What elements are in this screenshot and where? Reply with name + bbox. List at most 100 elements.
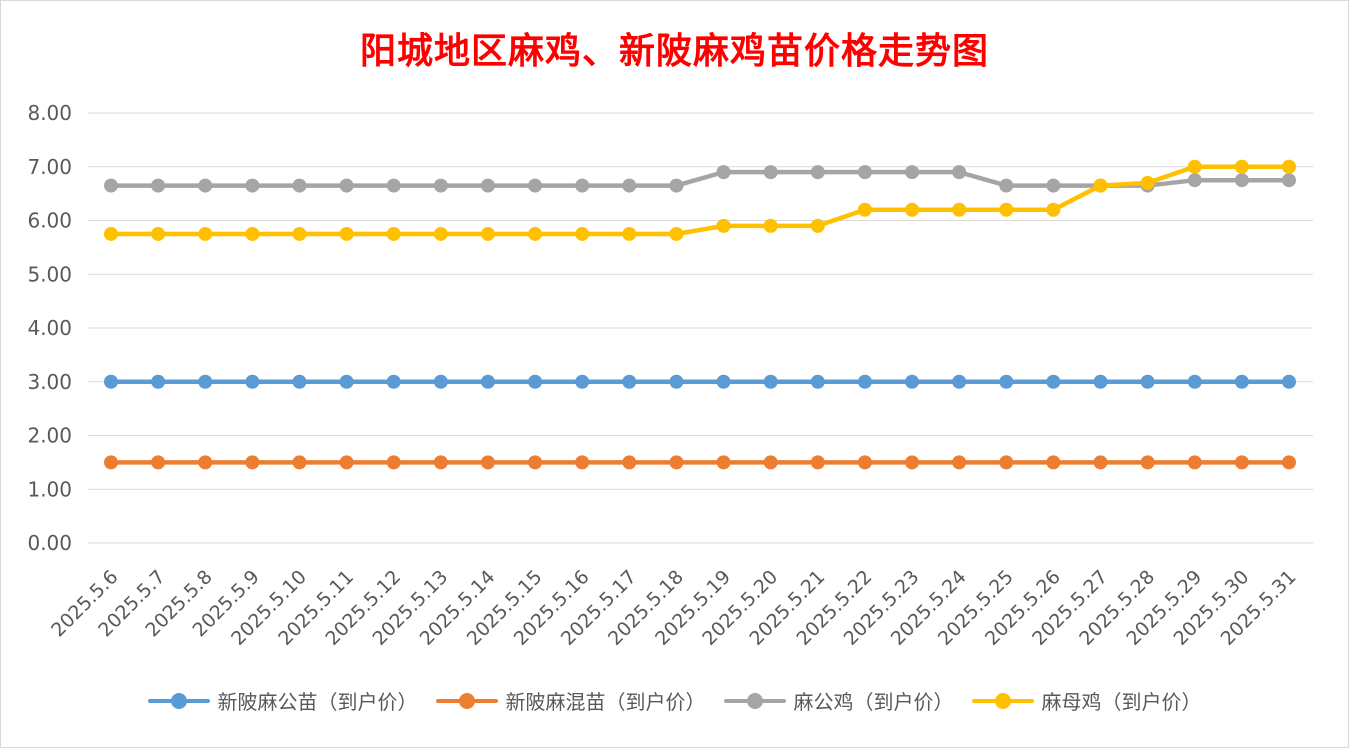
series-point-3 <box>528 226 543 241</box>
legend-item: 麻母鸡（到户价） <box>971 686 1202 715</box>
series-point-0 <box>999 374 1014 389</box>
series-point-3 <box>245 226 260 241</box>
series-point-1 <box>104 455 118 470</box>
chart-title: 阳城地区麻鸡、新陂麻鸡苗价格走势图 <box>359 30 989 72</box>
y-tick-label: 0.00 <box>27 531 72 555</box>
series-point-0 <box>669 374 684 389</box>
series-point-0 <box>1093 374 1108 389</box>
series-point-1 <box>575 455 590 470</box>
series-point-3 <box>857 202 872 217</box>
series-point-3 <box>480 226 495 241</box>
series-point-3 <box>810 218 825 233</box>
legend-item: 麻公鸡（到户价） <box>723 686 954 715</box>
series-point-0 <box>857 374 872 389</box>
series-point-3 <box>716 218 731 233</box>
series-point-3 <box>952 202 967 217</box>
series-point-3 <box>339 226 354 241</box>
series-point-0 <box>386 374 401 389</box>
series-point-1 <box>905 455 920 470</box>
series-point-2 <box>763 165 778 180</box>
y-tick-label: 2.00 <box>27 424 72 448</box>
series-point-1 <box>1093 455 1108 470</box>
y-tick-label: 5.00 <box>27 262 72 286</box>
series-point-3 <box>999 202 1014 217</box>
series-point-2 <box>386 178 401 193</box>
series-point-0 <box>1187 374 1202 389</box>
series-point-3 <box>292 226 307 241</box>
series-point-3 <box>622 226 637 241</box>
legend-swatch <box>435 691 498 711</box>
series-point-0 <box>763 374 778 389</box>
series-point-1 <box>1140 455 1155 470</box>
series-point-1 <box>151 455 166 470</box>
series-point-2 <box>292 178 307 193</box>
series-point-0 <box>528 374 543 389</box>
series-point-2 <box>622 178 637 193</box>
series-point-0 <box>575 374 590 389</box>
series-point-1 <box>1187 455 1202 470</box>
series-point-1 <box>339 455 354 470</box>
series-point-0 <box>1140 374 1155 389</box>
legend-label: 麻公鸡（到户价） <box>793 690 954 714</box>
series-point-3 <box>1093 178 1108 193</box>
series-point-2 <box>1046 178 1061 193</box>
series-point-2 <box>905 165 920 180</box>
series-point-2 <box>999 178 1014 193</box>
series-point-0 <box>339 374 354 389</box>
series-point-2 <box>480 178 495 193</box>
y-tick-label: 7.00 <box>27 155 72 179</box>
series-point-3 <box>198 226 213 241</box>
legend-label: 麻母鸡（到户价） <box>1041 690 1202 714</box>
series-point-1 <box>245 455 260 470</box>
y-tick-label: 1.00 <box>27 477 72 501</box>
series-point-1 <box>716 455 731 470</box>
series-point-1 <box>433 455 448 470</box>
series-point-0 <box>198 374 213 389</box>
series-point-1 <box>480 455 495 470</box>
series-point-2 <box>245 178 260 193</box>
series-point-0 <box>905 374 920 389</box>
series-point-2 <box>104 178 118 193</box>
series-point-1 <box>857 455 872 470</box>
series-point-3 <box>575 226 590 241</box>
legend-label: 新陂麻公苗（到户价） <box>217 690 418 714</box>
series-point-3 <box>1187 159 1202 174</box>
series-point-1 <box>198 455 213 470</box>
legend-item: 新陂麻公苗（到户价） <box>147 686 418 715</box>
series-point-0 <box>480 374 495 389</box>
series-point-0 <box>245 374 260 389</box>
series-point-0 <box>151 374 166 389</box>
legend-swatch <box>723 691 786 711</box>
chart-legend: 新陂麻公苗（到户价） 新陂麻混苗（到户价） 麻公鸡（到户价） 麻母鸡（到户价） <box>0 686 1349 715</box>
series-point-3 <box>669 226 684 241</box>
series-point-1 <box>528 455 543 470</box>
series-point-3 <box>104 226 118 241</box>
series-point-0 <box>292 374 307 389</box>
series-point-0 <box>1234 374 1249 389</box>
series-point-2 <box>716 165 731 180</box>
series-point-1 <box>669 455 684 470</box>
series-point-3 <box>1282 159 1296 174</box>
series-point-1 <box>1282 455 1296 470</box>
series-point-1 <box>292 455 307 470</box>
series-point-0 <box>1282 374 1296 389</box>
series-point-1 <box>999 455 1014 470</box>
series-point-1 <box>1046 455 1061 470</box>
legend-item: 新陂麻混苗（到户价） <box>435 686 706 715</box>
series-point-2 <box>810 165 825 180</box>
series-point-1 <box>386 455 401 470</box>
series-point-0 <box>104 374 118 389</box>
series-point-0 <box>433 374 448 389</box>
series-point-2 <box>1187 173 1202 188</box>
y-tick-label: 4.00 <box>27 316 72 340</box>
series-point-3 <box>151 226 166 241</box>
series-point-1 <box>622 455 637 470</box>
series-line-2 <box>108 169 1292 188</box>
legend-swatch <box>147 691 210 711</box>
series-point-3 <box>1140 175 1155 190</box>
series-point-3 <box>1046 202 1061 217</box>
series-point-3 <box>433 226 448 241</box>
y-tick-label: 3.00 <box>27 370 72 394</box>
